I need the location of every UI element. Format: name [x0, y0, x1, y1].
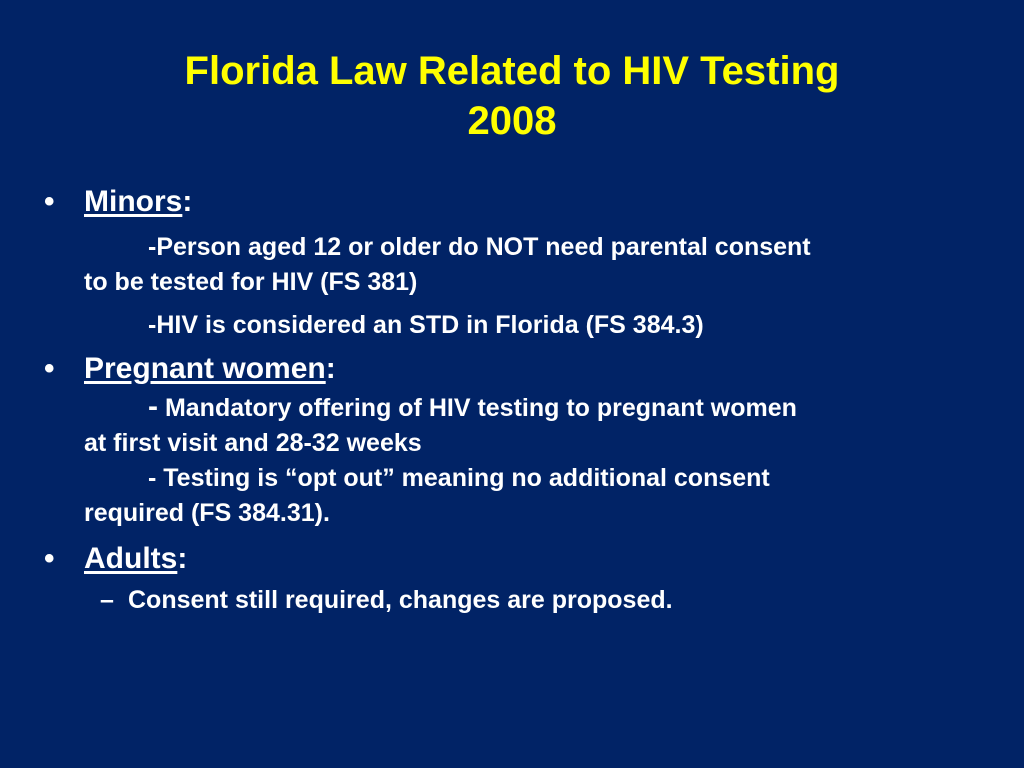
bullet-heading-minors: Minors:	[84, 185, 192, 218]
pregnant-point-1-dash: -	[148, 390, 158, 423]
heading-text: Pregnant women	[84, 352, 326, 385]
heading-colon: :	[325, 352, 336, 385]
pregnant-point-1: - Mandatory offering of HIV testing to p…	[84, 389, 954, 461]
adults-point-1: – Consent still required, changes are pr…	[100, 583, 964, 618]
pregnant-point-2-line-1: - Testing is “opt out” meaning no additi…	[148, 464, 770, 492]
bullet-heading-pregnant-women: Pregnant women:	[84, 352, 336, 385]
slide-title: Florida Law Related to HIV Testing 2008	[60, 46, 964, 146]
bullet-heading-adults: Adults:	[84, 542, 187, 575]
slide-body: • Minors: -Person aged 12 or older do NO…	[44, 182, 964, 618]
bullet-pregnant-women: • Pregnant women:	[44, 349, 964, 389]
heading-colon: :	[182, 185, 193, 218]
bullet-adults: • Adults:	[44, 539, 964, 579]
pregnant-point-2-line-2: required (FS 384.31).	[84, 499, 330, 527]
minors-point-2-text: -HIV is considered an STD in Florida (FS…	[148, 311, 704, 339]
title-line-2: 2008	[467, 99, 557, 143]
heading-colon: :	[177, 542, 188, 575]
sub-bullet-dash: –	[100, 586, 114, 614]
pregnant-point-2: - Testing is “opt out” meaning no additi…	[84, 461, 954, 531]
pregnant-point-1-line-1: Mandatory offering of HIV testing to pre…	[158, 394, 797, 422]
bullet-minors: • Minors:	[44, 182, 964, 222]
bullet-dot: •	[44, 185, 55, 218]
minors-point-2: -HIV is considered an STD in Florida (FS…	[84, 308, 954, 343]
title-line-1: Florida Law Related to HIV Testing	[184, 49, 840, 93]
minors-point-1: -Person aged 12 or older do NOT need par…	[84, 230, 954, 300]
bullet-dot: •	[44, 542, 55, 575]
bullet-dot: •	[44, 352, 55, 385]
pregnant-point-1-line-2: at first visit and 28-32 weeks	[84, 429, 422, 457]
heading-text: Adults	[84, 542, 178, 575]
minors-point-1-line-1: -Person aged 12 or older do NOT need par…	[148, 233, 811, 261]
minors-point-1-line-2: to be tested for HIV (FS 381)	[84, 268, 418, 296]
heading-text: Minors	[84, 185, 183, 218]
adults-point-1-text: Consent still required, changes are prop…	[128, 586, 673, 614]
